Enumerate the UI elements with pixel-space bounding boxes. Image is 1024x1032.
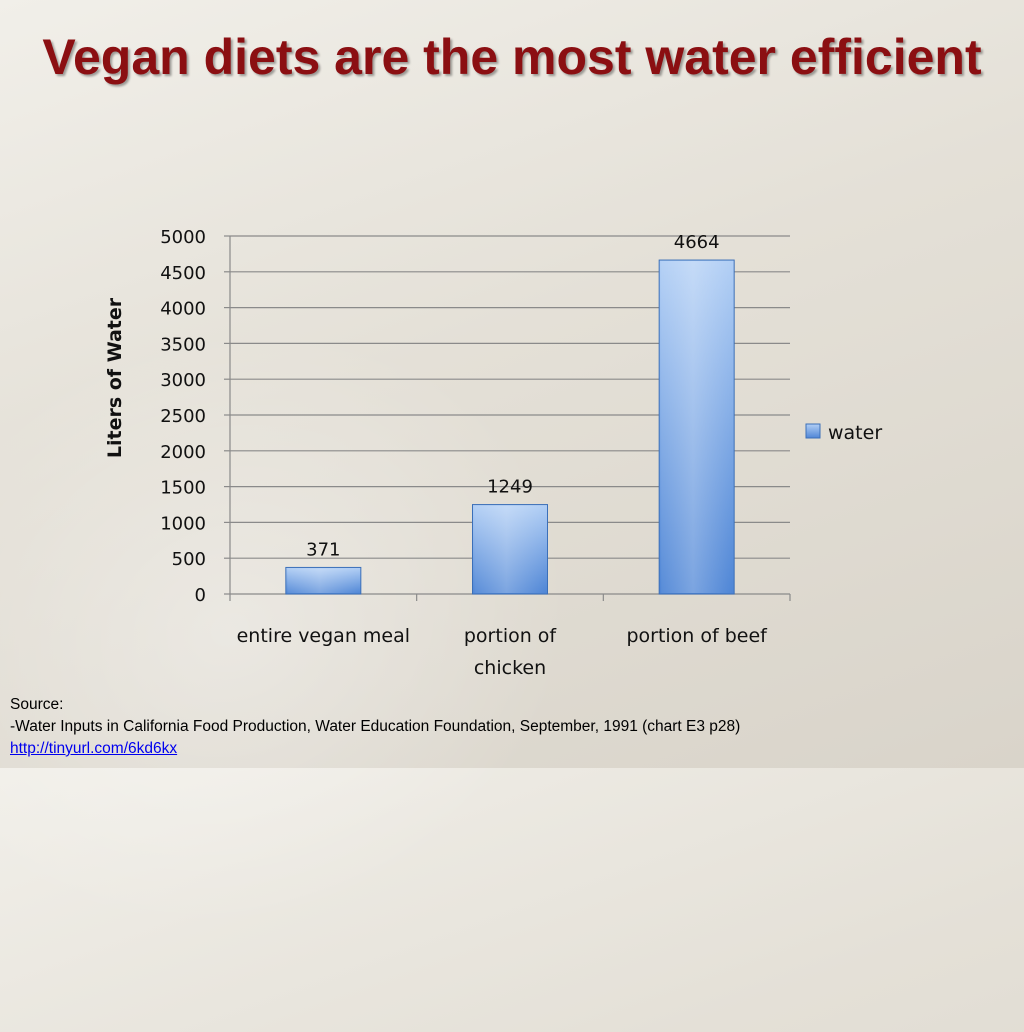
y-tick-label: 2500 bbox=[160, 406, 206, 427]
category-label: portion of chicken bbox=[464, 625, 558, 679]
bar-highlight bbox=[287, 568, 359, 593]
legend-label: water bbox=[828, 422, 882, 444]
y-tick-label: 5000 bbox=[160, 227, 206, 248]
category-label: portion of beef bbox=[626, 625, 768, 647]
labels: 0 500 1000 1500 2000 2500 3000 3500 4000 4500 5000… bbox=[160, 227, 768, 679]
source-link[interactable]: http://tinyurl.com/6kd6kx bbox=[10, 740, 178, 757]
legend: water bbox=[805, 422, 882, 444]
legend-swatch bbox=[805, 423, 821, 439]
y-tick-label: 0 bbox=[195, 585, 206, 606]
bar-highlight bbox=[474, 505, 546, 593]
bar-chart: 0 500 1000 1500 2000 2500 3000 3500 4000 4500 5000… bbox=[104, 227, 882, 679]
source-citation: -Water Inputs in California Food Product… bbox=[10, 718, 741, 735]
category-label: entire vegan meal bbox=[237, 625, 410, 647]
data-label: 1249 bbox=[487, 477, 533, 498]
source-note: Source: -Water Inputs in California Food… bbox=[10, 694, 1020, 760]
data-label: 4664 bbox=[674, 232, 720, 253]
y-tick-label: 4000 bbox=[160, 299, 206, 320]
y-tick-label: 1500 bbox=[160, 478, 206, 499]
y-tick-label: 500 bbox=[172, 549, 206, 570]
slide-title: Vegan diets are the most water efficient bbox=[42, 29, 982, 85]
y-tick-label: 1000 bbox=[160, 513, 206, 534]
y-tick-label: 4500 bbox=[160, 263, 206, 284]
data-label: 371 bbox=[306, 539, 340, 560]
bars bbox=[285, 259, 735, 595]
y-tick-label: 2000 bbox=[160, 442, 206, 463]
y-axis-label: Liters of Water bbox=[104, 297, 126, 458]
y-tick-label: 3500 bbox=[160, 334, 206, 355]
y-tick-label: 3000 bbox=[160, 370, 206, 391]
bar-highlight bbox=[661, 261, 733, 593]
source-label: Source: bbox=[10, 696, 64, 713]
